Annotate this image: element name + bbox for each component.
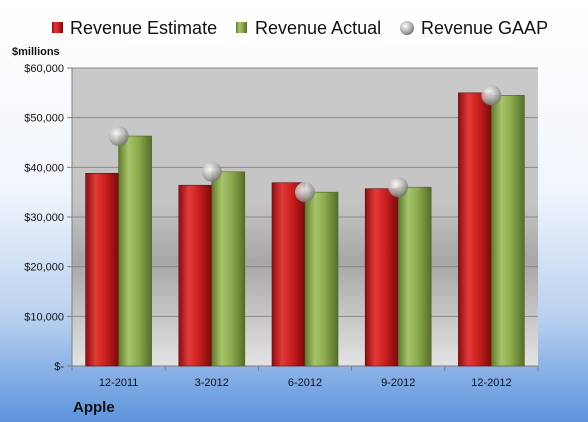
bar-revenue-estimate (458, 92, 492, 367)
bar-revenue-estimate (271, 182, 306, 367)
marker-revenue-gaap (481, 85, 502, 106)
bar-revenue-estimate (85, 172, 119, 367)
legend-swatch-estimate (52, 22, 63, 33)
y-tick-label: $60,000 (24, 63, 64, 75)
x-tick-label: 12-2011 (99, 377, 139, 389)
x-tick-label: 6-2012 (288, 377, 322, 389)
legend-label-estimate: Revenue Estimate (70, 18, 217, 38)
bar-revenue-actual (397, 186, 432, 367)
y-tick-label: $20,000 (24, 262, 64, 274)
bar-revenue-actual (491, 95, 525, 367)
chart-title: Apple (73, 399, 115, 416)
bar-revenue-actual (304, 191, 339, 367)
gaap-markers (108, 85, 502, 203)
y-axis-label: $millions (12, 46, 60, 58)
bar-revenue-actual (211, 171, 246, 367)
marker-revenue-gaap (388, 177, 409, 198)
legend-label-actual: Revenue Actual (255, 18, 381, 38)
y-tick-label: $- (54, 361, 64, 373)
marker-revenue-gaap (108, 126, 129, 147)
legend-item-gaap: Revenue GAAP (400, 18, 548, 38)
bar-revenue-estimate (364, 188, 399, 367)
legend-label-gaap: Revenue GAAP (421, 18, 548, 38)
x-tick-label: 3-2012 (195, 377, 229, 389)
y-tick-label: $40,000 (24, 162, 64, 174)
y-tick-label: $30,000 (24, 212, 64, 224)
x-tick-label: 9-2012 (381, 377, 415, 389)
bar-revenue-actual (118, 135, 152, 367)
legend-swatch-gaap (400, 21, 414, 35)
y-tick-labels: $- $10,000 $20,000 $30,000 $40,000 $50,000 $60… (24, 63, 73, 373)
y-tick-label: $50,000 (24, 113, 64, 125)
bars (85, 92, 525, 367)
marker-revenue-gaap (295, 182, 315, 203)
x-tick-label: 12-2012 (471, 377, 511, 389)
legend-swatch-actual (236, 22, 247, 33)
y-tick-label: $10,000 (24, 311, 64, 323)
legend-item-actual: Revenue Actual (236, 18, 381, 38)
legend-item-estimate: Revenue Estimate (52, 18, 217, 38)
x-tick-labels: 12-2011 3-2012 6-2012 9-2012 12-2012 (71, 366, 539, 389)
legend: Revenue Estimate Revenue Actual Revenue … (52, 18, 548, 38)
bar-revenue-estimate (178, 184, 213, 367)
marker-revenue-gaap (201, 161, 222, 182)
